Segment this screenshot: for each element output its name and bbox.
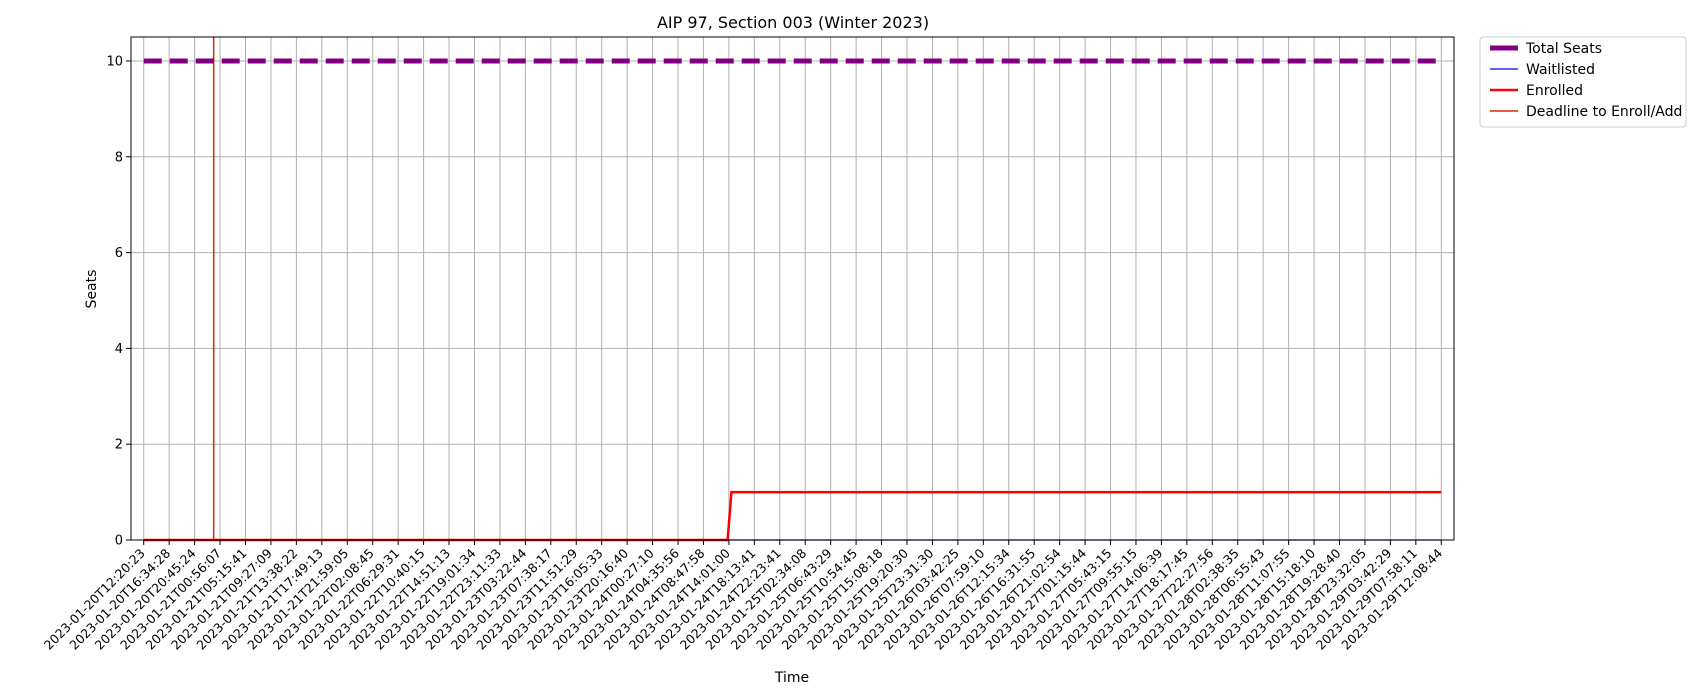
enrolled-line [143,490,1442,542]
y-tick-label: 0 [115,534,123,549]
series-layer [143,37,1442,542]
y-tick-label: 4 [115,342,123,357]
y-tick-label: 10 [106,54,123,69]
x-axis-label: Time [774,670,809,686]
y-axis-label: Seats [84,270,100,309]
legend-label-total-seats: Total Seats [1525,41,1602,57]
grid [131,37,1454,541]
legend-label-waitlisted: Waitlisted [1526,62,1595,78]
legend-label-deadline: Deadline to Enroll/Add [1526,104,1682,120]
x-axis: 2023-01-20T12:20:232023-01-20T16:34:2820… [41,540,1445,653]
legend: Total Seats Waitlisted Enrolled Deadline… [1479,36,1687,128]
y-tick-label: 6 [115,246,123,261]
y-tick-label: 2 [115,438,123,453]
legend-frame [1479,36,1687,128]
y-tick-label: 8 [115,150,123,165]
plot-frame [130,36,1455,541]
chart-title: AIP 97, Section 003 (Winter 2023) [657,13,929,32]
y-axis: 0 2 4 6 8 10 [106,54,131,549]
legend-label-enrolled: Enrolled [1526,83,1583,99]
